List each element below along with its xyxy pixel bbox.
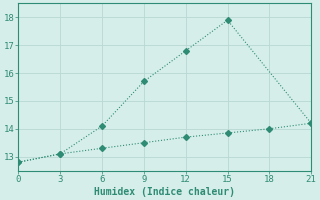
X-axis label: Humidex (Indice chaleur): Humidex (Indice chaleur) (94, 186, 235, 197)
